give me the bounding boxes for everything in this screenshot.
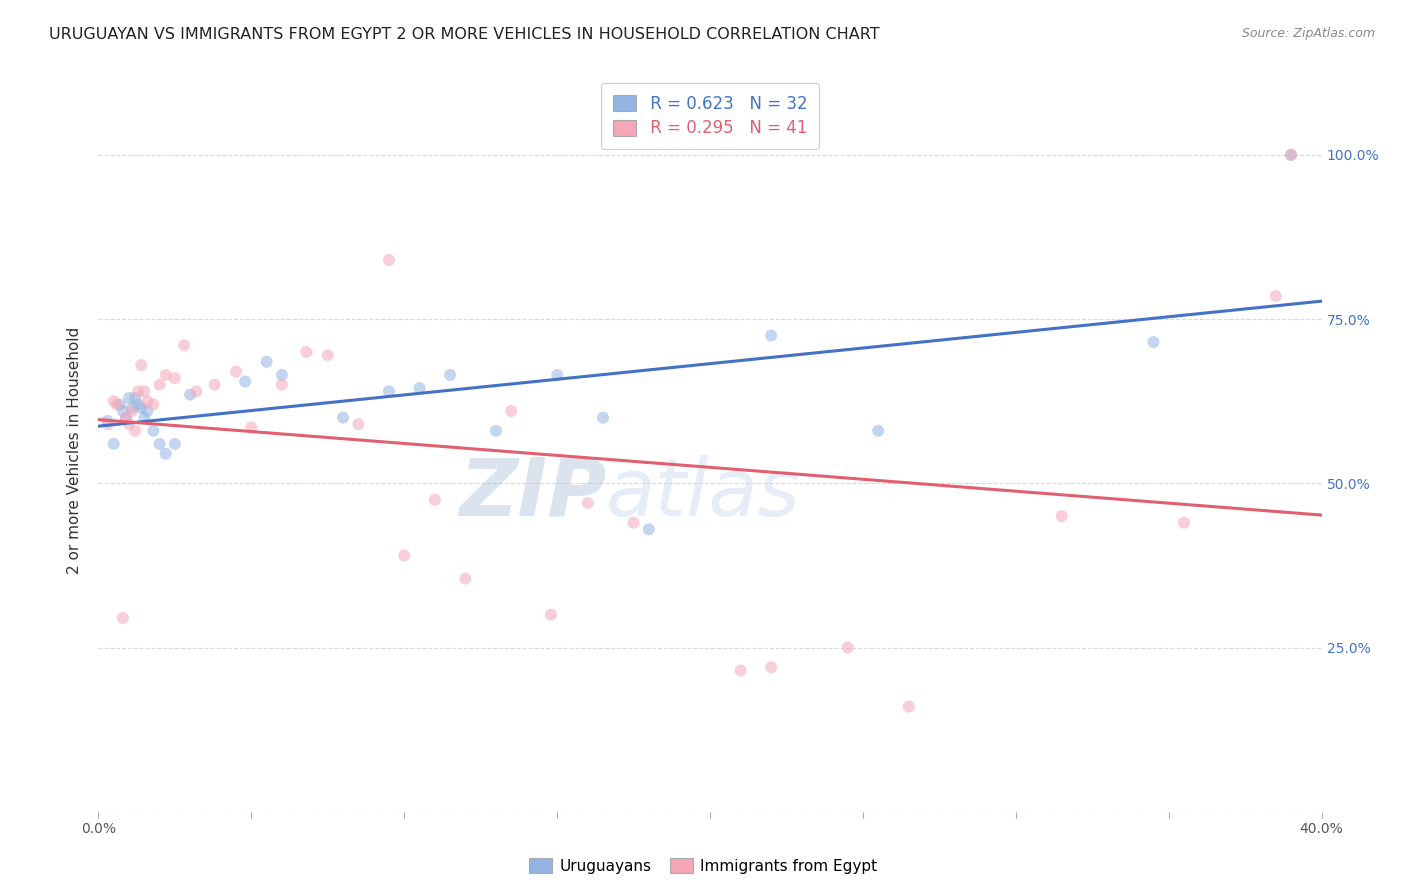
- Point: [759, 660, 782, 674]
- Point: [149, 437, 172, 451]
- Point: [270, 368, 292, 382]
- Point: [637, 522, 661, 536]
- Point: [837, 640, 859, 655]
- Point: [225, 365, 247, 379]
- Point: [454, 572, 477, 586]
- Point: [897, 699, 920, 714]
- Point: [129, 401, 152, 415]
- Point: [423, 492, 446, 507]
- Point: [270, 377, 292, 392]
- Point: [173, 338, 195, 352]
- Point: [576, 496, 599, 510]
- Point: [155, 368, 177, 382]
- Text: ZIP: ZIP: [458, 455, 606, 533]
- Point: [540, 607, 562, 622]
- Point: [1264, 289, 1286, 303]
- Point: [105, 397, 128, 411]
- Point: [111, 404, 134, 418]
- Y-axis label: 2 or more Vehicles in Household: 2 or more Vehicles in Household: [67, 326, 83, 574]
- Point: [121, 401, 143, 415]
- Point: [163, 437, 186, 451]
- Point: [149, 377, 172, 392]
- Point: [1279, 148, 1302, 162]
- Point: [623, 516, 645, 530]
- Text: atlas: atlas: [606, 455, 801, 533]
- Point: [142, 424, 165, 438]
- Point: [97, 414, 120, 428]
- Text: Source: ZipAtlas.com: Source: ZipAtlas.com: [1241, 27, 1375, 40]
- Point: [332, 410, 354, 425]
- Point: [121, 404, 143, 418]
- Point: [186, 384, 208, 399]
- Point: [124, 424, 146, 438]
- Point: [134, 410, 156, 425]
- Point: [179, 387, 201, 401]
- Point: [103, 437, 125, 451]
- Point: [316, 348, 339, 362]
- Point: [103, 394, 125, 409]
- Point: [1173, 516, 1195, 530]
- Point: [233, 375, 256, 389]
- Point: [1142, 335, 1164, 350]
- Point: [108, 397, 131, 411]
- Point: [392, 549, 416, 563]
- Point: [136, 394, 159, 409]
- Point: [759, 328, 782, 343]
- Point: [115, 410, 138, 425]
- Point: [347, 417, 370, 432]
- Point: [439, 368, 461, 382]
- Point: [127, 384, 149, 399]
- Point: [1050, 509, 1073, 524]
- Point: [124, 391, 146, 405]
- Point: [134, 384, 156, 399]
- Point: [129, 358, 152, 372]
- Point: [295, 345, 318, 359]
- Text: URUGUAYAN VS IMMIGRANTS FROM EGYPT 2 OR MORE VEHICLES IN HOUSEHOLD CORRELATION C: URUGUAYAN VS IMMIGRANTS FROM EGYPT 2 OR …: [49, 27, 880, 42]
- Point: [592, 410, 614, 425]
- Point: [730, 664, 752, 678]
- Point: [163, 371, 186, 385]
- Point: [501, 404, 523, 418]
- Point: [256, 355, 278, 369]
- Point: [97, 417, 120, 432]
- Point: [868, 424, 890, 438]
- Point: [378, 252, 401, 267]
- Point: [136, 404, 159, 418]
- Point: [142, 397, 165, 411]
- Legend:  R = 0.623   N = 32,  R = 0.295   N = 41: R = 0.623 N = 32, R = 0.295 N = 41: [602, 83, 818, 149]
- Point: [118, 417, 141, 432]
- Point: [1279, 148, 1302, 162]
- Point: [118, 391, 141, 405]
- Point: [546, 368, 568, 382]
- Point: [378, 384, 401, 399]
- Point: [485, 424, 508, 438]
- Point: [115, 410, 138, 425]
- Point: [240, 420, 263, 434]
- Point: [127, 397, 149, 411]
- Legend: Uruguayans, Immigrants from Egypt: Uruguayans, Immigrants from Egypt: [523, 852, 883, 880]
- Point: [204, 377, 226, 392]
- Point: [111, 611, 134, 625]
- Point: [408, 381, 430, 395]
- Point: [155, 447, 177, 461]
